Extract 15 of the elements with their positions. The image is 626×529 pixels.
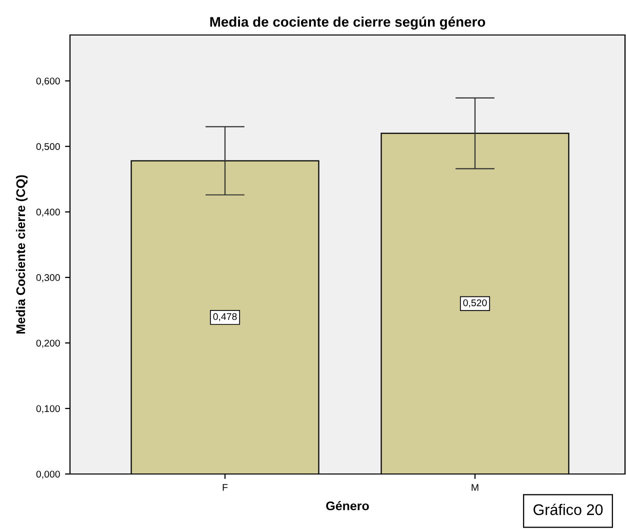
y-axis-title: Media Cociente cierre (CQ) bbox=[16, 175, 28, 334]
y-tick-label: 0,500 bbox=[36, 143, 60, 152]
x-tick-label: F bbox=[222, 484, 228, 491]
y-tick-label: 0,400 bbox=[36, 208, 60, 217]
text: Gráfico 20 bbox=[534, 504, 603, 516]
data-label: 0,478 bbox=[213, 313, 237, 322]
x-axis-title: Género bbox=[326, 501, 369, 510]
chart-title: Media de cociente de cierre según género bbox=[210, 16, 486, 30]
data-label: 0,520 bbox=[463, 299, 487, 308]
y-tick-label: 0,000 bbox=[36, 470, 60, 479]
y-tick-label: 0,200 bbox=[36, 340, 60, 348]
y-tick-label: 0,600 bbox=[36, 78, 60, 86]
x-tick-label: M bbox=[472, 484, 478, 491]
y-tick-label: 0,300 bbox=[36, 274, 60, 282]
y-tick-label: 0,100 bbox=[36, 405, 60, 414]
